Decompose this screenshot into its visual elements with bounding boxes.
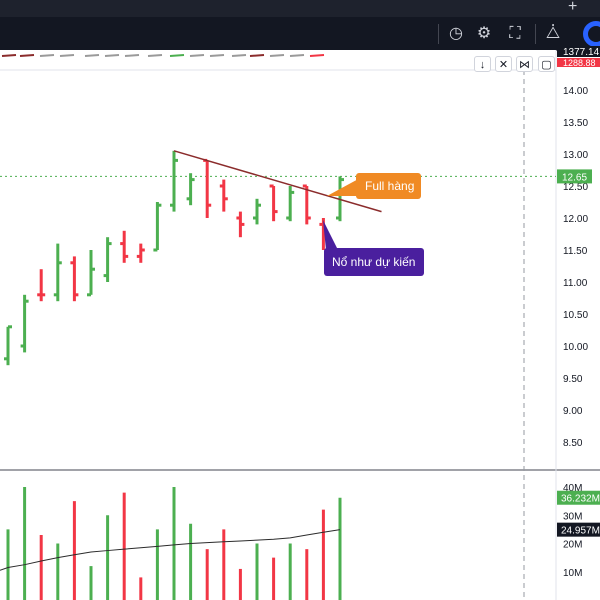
volume-value-label: 36.232M: [561, 494, 600, 505]
price-tick-label: 10.50: [563, 310, 588, 321]
index-value-label: 1288.88: [563, 58, 596, 68]
index-mini-bar: [19, 54, 35, 57]
index-value-tag: [557, 46, 600, 57]
logo-icon: [583, 21, 600, 47]
index-mini-bar: [84, 54, 100, 57]
top-bar: [0, 0, 600, 17]
collapse-pane-button[interactable]: ⋈: [516, 56, 533, 72]
price-tick-label: 14.00: [563, 86, 588, 97]
volume-ma-line: [0, 529, 341, 571]
price-tick-label: 12.50: [563, 182, 588, 193]
index-mini-bar: [309, 54, 325, 57]
maximize-pane-button[interactable]: ▢: [538, 56, 555, 72]
price-tick-label: 11.50: [563, 246, 588, 257]
volume-tick-label: 10M: [563, 568, 582, 579]
callout-breakout-text: Nổ như dự kiến: [332, 255, 415, 269]
index-mini-bar: [209, 54, 225, 57]
callout-full-text: Full hàng: [365, 179, 414, 193]
callout-full: [356, 173, 421, 199]
index-mini-bar: [289, 54, 305, 57]
price-tick-label: 11.00: [563, 278, 588, 289]
index-mini-bar: [231, 54, 247, 57]
index-mini-bar: [189, 54, 205, 57]
chart-toolbar: [0, 17, 600, 51]
index-mini-bar: [1, 54, 17, 57]
index-mini-bar: [39, 54, 55, 57]
gear-icon[interactable]: ⚙: [476, 25, 492, 42]
last-price-tag: [557, 169, 592, 184]
plus-icon[interactable]: +: [568, 0, 578, 15]
fullscreen-icon[interactable]: ⛶: [509, 25, 521, 42]
volume-tick-label: 20M: [563, 540, 582, 551]
toolbar-separator: [438, 24, 439, 44]
last-price-label: 12.65: [562, 172, 587, 183]
volume-tick-label: 30M: [563, 511, 582, 522]
index-mini-bar: [269, 54, 285, 57]
callout-breakout: [324, 248, 424, 276]
callout-pointer: [327, 177, 362, 196]
price-tick-label: 9.50: [563, 374, 583, 385]
index-mini-bar: [249, 54, 265, 57]
move-down-button[interactable]: ↓: [474, 56, 491, 72]
price-tick-label: 10.00: [563, 342, 588, 353]
index-strip: [0, 50, 556, 70]
toolbar-separator: [535, 24, 536, 44]
callout-pointer: [323, 220, 338, 250]
alarm-clock-icon[interactable]: ◷: [449, 25, 463, 42]
index-value-tag: [557, 58, 600, 67]
price-tick-label: 13.00: [563, 150, 588, 161]
volume-tick-label: 40M: [563, 483, 582, 494]
price-tick-label: 8.50: [563, 438, 583, 449]
index-value-label: 1377.14: [563, 47, 600, 58]
volume-value-tag: [557, 490, 600, 505]
close-pane-button[interactable]: ✕: [495, 56, 512, 72]
index-mini-bar: [169, 54, 185, 57]
index-mini-bar: [104, 54, 120, 57]
trendline: [173, 150, 382, 213]
price-tick-label: 9.00: [563, 406, 583, 417]
index-mini-bar: [147, 54, 163, 57]
index-mini-bar: [59, 54, 75, 57]
share-icon[interactable]: ⧊: [545, 25, 561, 42]
index-mini-bar: [124, 54, 140, 57]
volume-ma-label: 24.957M: [561, 526, 600, 537]
price-tick-label: 13.50: [563, 118, 588, 129]
volume-ma-tag: [557, 522, 600, 537]
price-tick-label: 12.00: [563, 214, 588, 225]
